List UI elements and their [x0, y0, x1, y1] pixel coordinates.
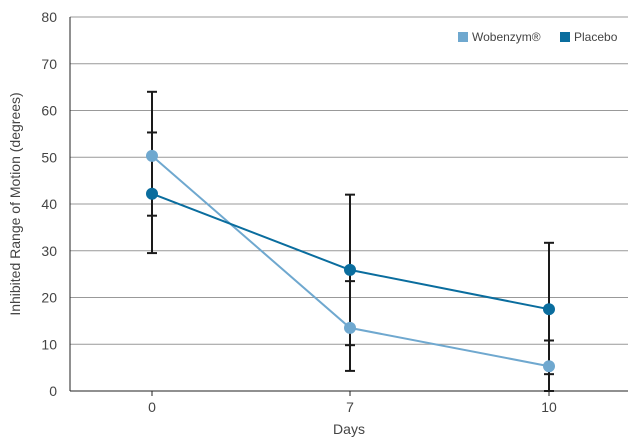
y-tick-label: 0: [49, 383, 57, 399]
y-tick-label: 30: [41, 243, 57, 259]
y-axis-label: Inhibited Range of Motion (degrees): [7, 92, 23, 315]
y-tick-label: 50: [41, 149, 57, 165]
y-tick-labels: 0 10 20 30 40 50 60 70 80: [41, 9, 57, 399]
x-tick-label: 0: [148, 399, 156, 415]
x-tick-label: 10: [541, 399, 557, 415]
y-tick-label: 10: [41, 336, 57, 352]
data-point: [146, 188, 158, 200]
legend-swatch: [458, 32, 468, 42]
data-point: [146, 150, 158, 162]
y-tick-label: 40: [41, 196, 57, 212]
legend-label: Placebo: [574, 30, 618, 44]
y-tick-label: 20: [41, 290, 57, 306]
x-axis-label: Days: [333, 421, 365, 437]
legend: Wobenzym® Placebo: [458, 30, 618, 44]
data-point: [344, 322, 356, 334]
x-tick-labels: 0 7 10: [148, 391, 557, 415]
legend-swatch: [560, 32, 570, 42]
y-tick-label: 60: [41, 103, 57, 119]
x-tick-label: 7: [346, 399, 354, 415]
y-tick-label: 80: [41, 9, 57, 25]
error-bars: [147, 92, 554, 391]
data-point: [543, 303, 555, 315]
data-point: [344, 264, 356, 276]
legend-label: Wobenzym®: [472, 30, 541, 44]
data-point: [543, 360, 555, 372]
y-tick-label: 70: [41, 56, 57, 72]
